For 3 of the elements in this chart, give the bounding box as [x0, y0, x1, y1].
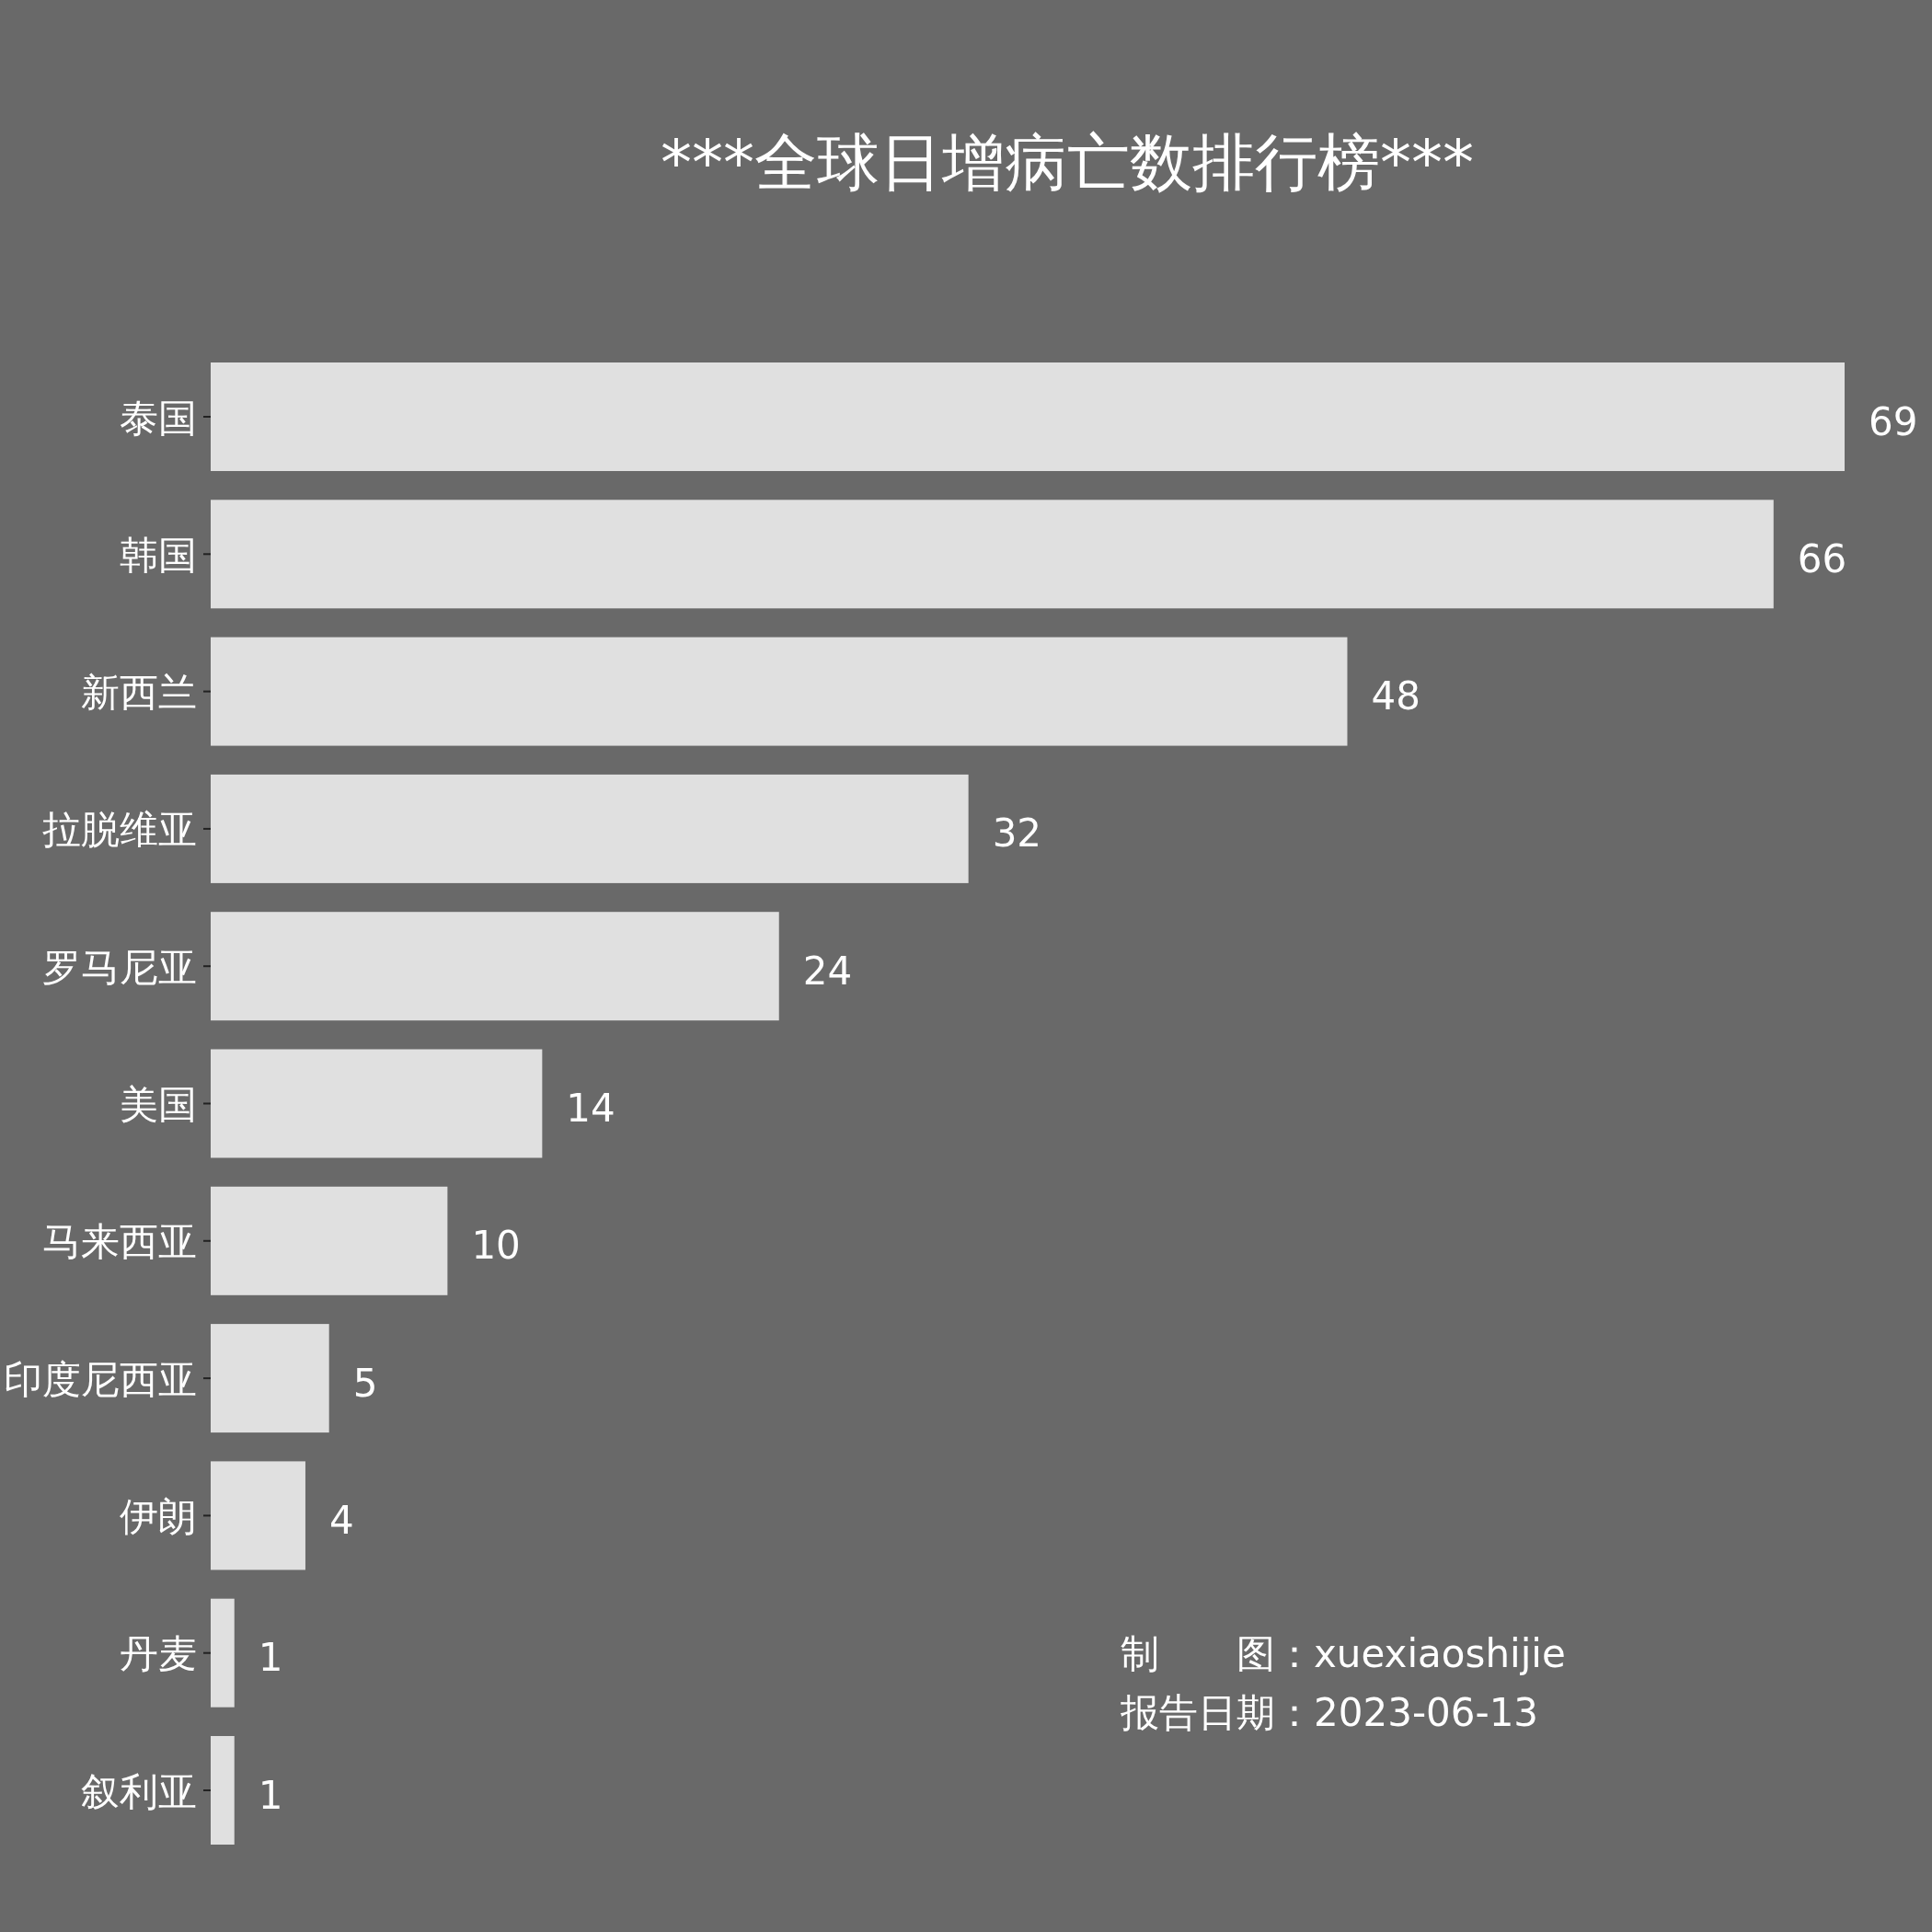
annotation: 报告日期：2023-06-13 — [1121, 1689, 1539, 1735]
title: ***全球日增病亡数排行榜*** — [661, 126, 1474, 199]
annotation: 制 图：xuexiaoshijie — [1121, 1630, 1566, 1676]
